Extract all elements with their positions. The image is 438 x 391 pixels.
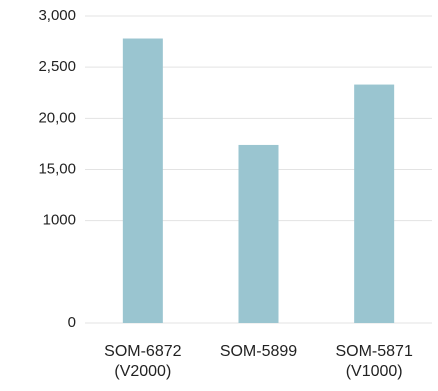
x-tick-label: SOM-5871 (V1000): [335, 343, 413, 380]
x-tick-label: SOM-6872 (V2000): [104, 343, 182, 380]
y-tick-label: 2,500: [38, 58, 76, 75]
y-tick-label: 20,00: [38, 109, 76, 126]
y-tick-label: 1000: [43, 212, 76, 229]
y-tick-label: 15,00: [38, 160, 76, 177]
bar: [354, 84, 395, 324]
bar: [122, 38, 163, 323]
bar: [238, 144, 279, 323]
x-tick-label: SOM-5899: [219, 343, 298, 360]
y-tick-label: 3,000: [38, 7, 76, 24]
y-tick-label: 0: [68, 314, 76, 331]
